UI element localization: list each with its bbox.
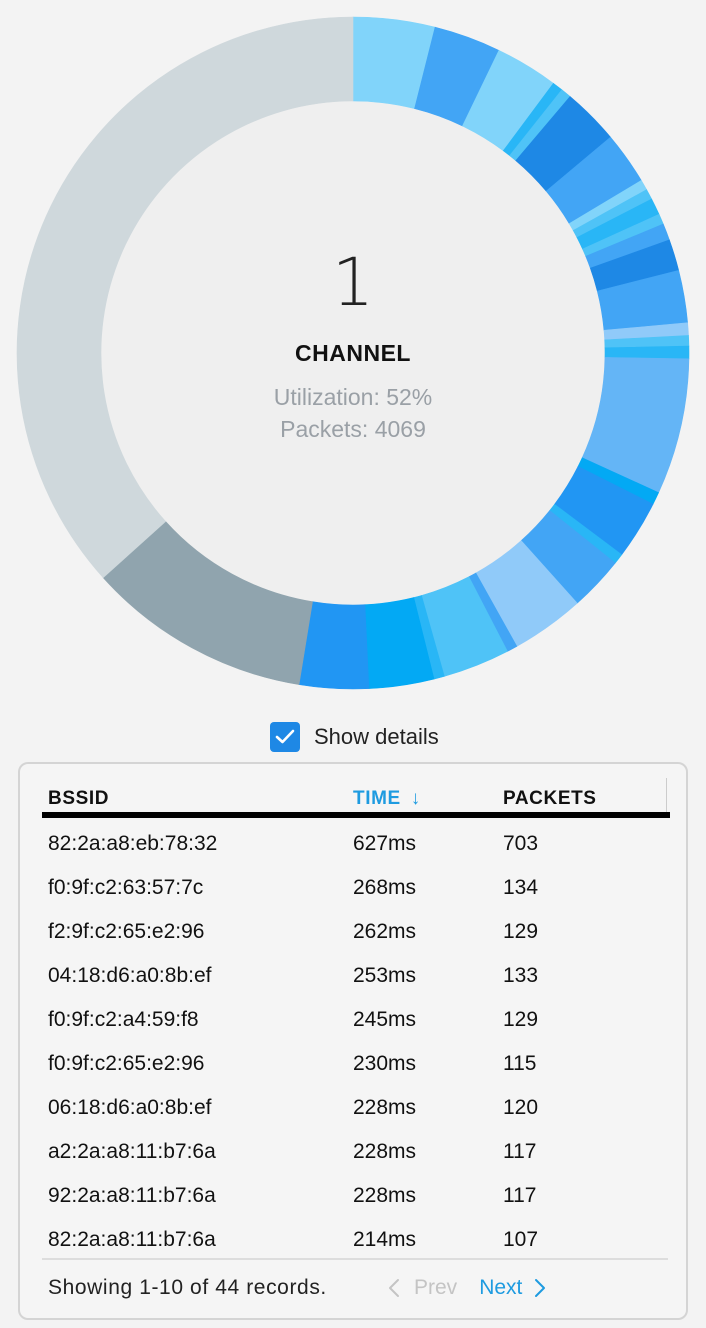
packets-cell: 107 [503, 1228, 539, 1251]
bssid-table-card: BSSID TIME ↓ PACKETS 82:2a:a8:eb:78:32 62… [18, 762, 688, 1320]
donut-slice[interactable] [16, 16, 354, 579]
table-row[interactable]: 92:2a:a8:11:b7:6a 228ms 117 [48, 1174, 670, 1218]
table-footer: Showing 1-10 of 44 records. Prev Next [48, 1270, 668, 1306]
time-cell: 214ms [353, 1228, 417, 1251]
time-cell: 228ms [353, 1184, 417, 1207]
channel-summary: 1 CHANNEL Utilization: 52% Packets: 4069 [103, 250, 603, 445]
channel-donut-chart: 1 CHANNEL Utilization: 52% Packets: 4069 [16, 16, 690, 690]
packets-cell: 133 [503, 964, 539, 987]
packets-cell: 115 [503, 1052, 537, 1075]
header-column-divider [666, 778, 667, 814]
table-row[interactable]: f0:9f:c2:65:e2:96 230ms 115 [48, 1042, 670, 1086]
show-details-checkbox[interactable] [270, 722, 300, 752]
packets-cell: 129 [503, 1008, 539, 1031]
table-row[interactable]: 06:18:d6:a0:8b:ef 228ms 120 [48, 1086, 670, 1130]
time-cell: 268ms [353, 876, 417, 899]
table-body: 82:2a:a8:eb:78:32 627ms 703 f0:9f:c2:63:57:… [48, 822, 670, 1262]
bssid-cell: 92:2a:a8:11:b7:6a [48, 1184, 216, 1207]
bssid-cell: 04:18:d6:a0:8b:ef [48, 964, 212, 987]
channel-number: 1 [332, 244, 374, 321]
column-header-bssid[interactable]: BSSID [48, 788, 110, 809]
records-count-text: Showing 1-10 of 44 records. [48, 1276, 327, 1299]
checkmark-icon [275, 729, 295, 744]
time-cell: 253ms [353, 964, 417, 987]
table-row[interactable]: f0:9f:c2:a4:59:f8 245ms 129 [48, 998, 670, 1042]
table-row[interactable]: 04:18:d6:a0:8b:ef 253ms 133 [48, 954, 670, 998]
bssid-cell: f0:9f:c2:a4:59:f8 [48, 1008, 199, 1031]
time-cell: 230ms [353, 1052, 417, 1075]
show-details-label: Show details [314, 724, 439, 749]
bssid-cell: a2:2a:a8:11:b7:6a [48, 1140, 216, 1163]
chevron-left-icon [389, 1279, 399, 1297]
pagination: Prev Next [388, 1276, 546, 1300]
bssid-cell: 82:2a:a8:11:b7:6a [48, 1228, 216, 1251]
donut-svg [16, 16, 690, 690]
time-cell: 228ms [353, 1096, 417, 1119]
sort-down-arrow-icon: ↓ [410, 788, 421, 809]
channel-label: CHANNEL [295, 340, 411, 366]
bssid-cell: 82:2a:a8:eb:78:32 [48, 832, 218, 855]
time-cell: 262ms [353, 920, 417, 943]
prev-page-label: Prev [414, 1276, 458, 1299]
column-header-packets[interactable]: PACKETS [503, 788, 597, 809]
show-details-toggle[interactable]: Show details [270, 722, 439, 752]
bssid-cell: 06:18:d6:a0:8b:ef [48, 1096, 212, 1119]
packets-cell: 129 [503, 920, 539, 943]
next-page-label: Next [479, 1276, 523, 1299]
header-underline [42, 812, 670, 818]
donut-slice[interactable] [604, 345, 690, 360]
time-cell: 627ms [353, 832, 417, 855]
prev-page-button[interactable]: Prev [388, 1276, 457, 1300]
packets-cell: 134 [503, 876, 539, 899]
footer-divider [42, 1258, 668, 1260]
chevron-right-icon [535, 1279, 546, 1297]
utilization-text: Utilization: 52% [273, 384, 433, 410]
column-header-time[interactable]: TIME ↓ [353, 788, 421, 810]
next-page-button[interactable]: Next [479, 1276, 546, 1300]
table-header: BSSID TIME ↓ PACKETS [48, 784, 670, 814]
table-row[interactable]: 82:2a:a8:11:b7:6a 214ms 107 [48, 1218, 670, 1262]
packets-cell: 117 [503, 1184, 537, 1207]
table-row[interactable]: f2:9f:c2:65:e2:96 262ms 129 [48, 910, 670, 954]
time-cell: 245ms [353, 1008, 417, 1031]
packets-cell: 120 [503, 1096, 539, 1119]
table-row[interactable]: f0:9f:c2:63:57:7c 268ms 134 [48, 866, 670, 910]
table-row[interactable]: a2:2a:a8:11:b7:6a 228ms 117 [48, 1130, 670, 1174]
packets-text: Packets: 4069 [280, 416, 426, 442]
packets-cell: 117 [503, 1140, 537, 1163]
table-row[interactable]: 82:2a:a8:eb:78:32 627ms 703 [48, 822, 670, 866]
bssid-cell: f0:9f:c2:63:57:7c [48, 876, 204, 899]
bssid-cell: f2:9f:c2:65:e2:96 [48, 920, 205, 943]
bssid-cell: f0:9f:c2:65:e2:96 [48, 1052, 205, 1075]
column-header-time-label: TIME [353, 788, 401, 809]
time-cell: 228ms [353, 1140, 417, 1163]
donut-inner-disc [101, 101, 605, 605]
packets-cell: 703 [503, 832, 539, 855]
